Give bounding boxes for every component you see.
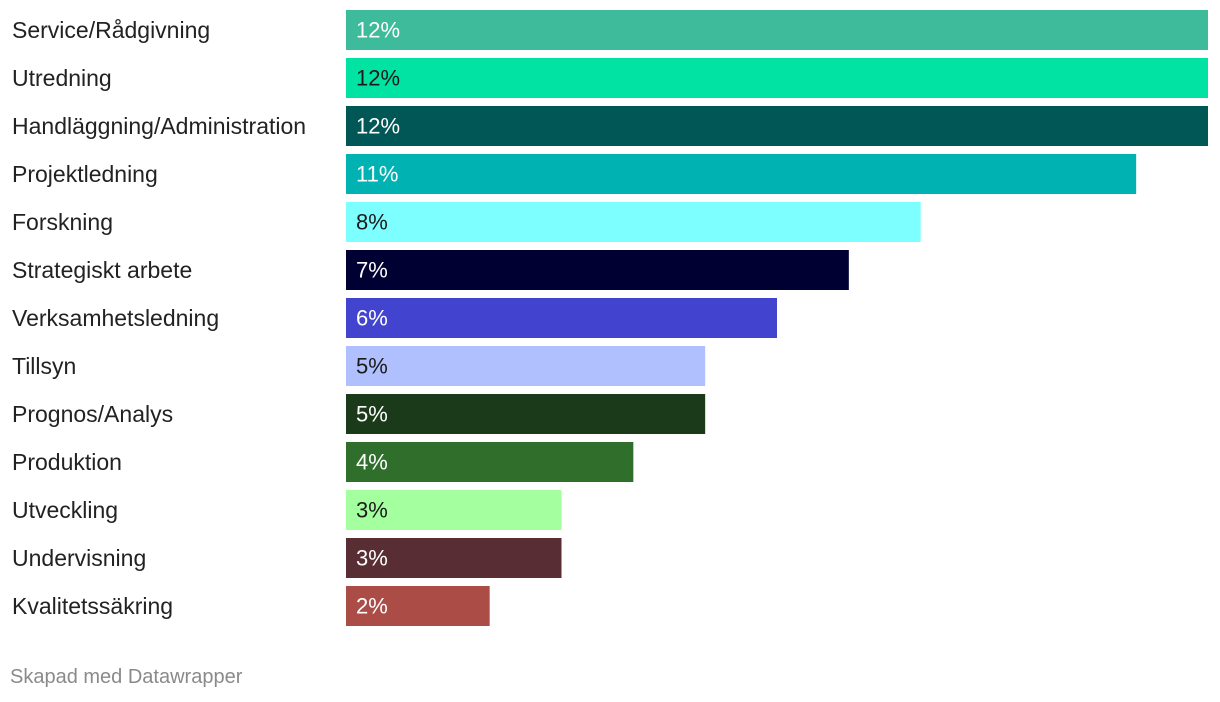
- value-label: 4%: [356, 450, 388, 475]
- value-label: 11%: [356, 162, 398, 187]
- category-label: Strategiskt arbete: [12, 257, 192, 283]
- bar[interactable]: [346, 58, 1208, 98]
- category-label: Projektledning: [12, 161, 158, 187]
- category-label: Verksamhetsledning: [12, 305, 219, 331]
- category-label: Produktion: [12, 449, 122, 475]
- bar[interactable]: [346, 250, 849, 290]
- bars-group: Service/Rådgivning 12% Utredning 12% Handläg…: [12, 10, 1208, 626]
- category-label: Handläggning/Administration: [12, 113, 306, 139]
- value-label: 12%: [356, 18, 400, 43]
- category-label: Utveckling: [12, 497, 118, 523]
- bar-chart: Service/Rådgivning 12% Utredning 12% Handläg…: [12, 10, 1208, 626]
- bar[interactable]: [346, 106, 1208, 146]
- chart-credit[interactable]: Skapad med Datawrapper: [10, 666, 243, 688]
- category-label: Utredning: [12, 65, 112, 91]
- category-label: Prognos/Analys: [12, 401, 173, 427]
- category-label: Service/Rådgivning: [12, 17, 210, 43]
- bar[interactable]: [346, 442, 634, 482]
- value-label: 2%: [356, 594, 388, 619]
- bar[interactable]: [346, 394, 706, 434]
- value-label: 5%: [356, 354, 388, 379]
- value-label: 6%: [356, 306, 388, 331]
- bar[interactable]: [346, 298, 777, 338]
- bar[interactable]: [346, 346, 706, 386]
- bar[interactable]: [346, 154, 1137, 194]
- bar[interactable]: [346, 10, 1208, 50]
- category-label: Undervisning: [12, 545, 146, 571]
- bar[interactable]: [346, 586, 490, 626]
- category-label: Kvalitetssäkring: [12, 593, 173, 619]
- bar[interactable]: [346, 202, 921, 242]
- value-label: 12%: [356, 114, 400, 139]
- bar[interactable]: [346, 490, 562, 530]
- category-label: Forskning: [12, 209, 113, 235]
- category-label: Tillsyn: [12, 353, 76, 379]
- value-label: 3%: [356, 546, 388, 571]
- value-label: 7%: [356, 258, 388, 283]
- value-label: 8%: [356, 210, 388, 235]
- value-label: 5%: [356, 402, 388, 427]
- bar[interactable]: [346, 538, 562, 578]
- value-label: 3%: [356, 498, 388, 523]
- value-label: 12%: [356, 66, 400, 91]
